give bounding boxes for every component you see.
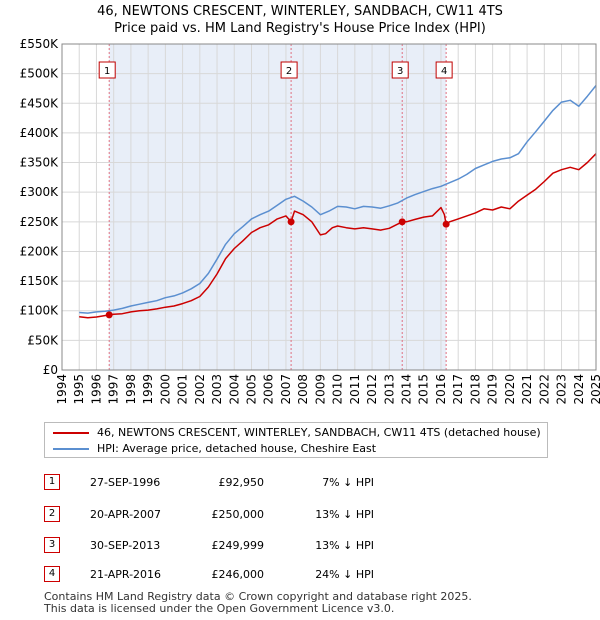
- footer-licence: This data is licensed under the Open Gov…: [44, 602, 395, 615]
- x-tick-label: 1997: [107, 374, 121, 405]
- transaction-price: £250,000: [211, 508, 265, 521]
- y-tick-label: £50K: [27, 333, 59, 347]
- y-tick-label: £0: [43, 363, 58, 377]
- x-tick-label: 2004: [227, 374, 241, 405]
- y-tick-label: £500K: [20, 67, 60, 81]
- transaction-hpi-diff: 24% ↓ HPI: [315, 568, 374, 581]
- x-tick-label: 2021: [520, 374, 534, 405]
- legend-hpi-label: HPI: Average price, detached house, Ches…: [97, 442, 377, 455]
- y-tick-label: £450K: [20, 96, 60, 110]
- sale-period-band: [109, 44, 447, 370]
- y-tick-label: £350K: [20, 156, 60, 170]
- transaction-number: 1: [44, 474, 60, 490]
- transaction-date: 21-APR-2016: [90, 568, 162, 581]
- x-tick-label: 2013: [382, 374, 396, 405]
- transaction-number: 2: [44, 506, 60, 522]
- transaction-hpi-diff: 7% ↓ HPI: [322, 476, 374, 489]
- legend-property-swatch: [53, 432, 89, 434]
- x-tick-label: 2007: [279, 374, 293, 405]
- legend-property-label: 46, NEWTONS CRESCENT, WINTERLEY, SANDBAC…: [97, 426, 541, 439]
- legend: 46, NEWTONS CRESCENT, WINTERLEY, SANDBAC…: [44, 422, 548, 458]
- transaction-date: 30-SEP-2013: [90, 539, 161, 552]
- sale-point: [442, 220, 450, 228]
- transaction-row: 4 21-APR-2016 £246,000 24% ↓ HPI: [44, 566, 384, 584]
- legend-property: 46, NEWTONS CRESCENT, WINTERLEY, SANDBAC…: [53, 425, 541, 441]
- y-tick-label: £400K: [20, 126, 60, 140]
- sale-marker-box: [280, 61, 298, 79]
- x-tick-label: 2023: [555, 374, 569, 405]
- legend-hpi-swatch: [53, 448, 89, 450]
- y-tick-label: £250K: [20, 215, 60, 229]
- x-tick-label: 2025: [589, 374, 600, 405]
- transaction-number: 3: [44, 537, 60, 553]
- x-tick-label: 2008: [296, 374, 310, 405]
- sale-marker-label: 2: [286, 66, 292, 77]
- x-tick-label: 2001: [176, 374, 190, 405]
- transaction-price: £249,999: [211, 539, 265, 552]
- sale-marker-label: 4: [441, 66, 447, 77]
- x-tick-label: 2022: [537, 374, 551, 405]
- x-tick-label: 2010: [331, 374, 345, 405]
- legend-hpi: HPI: Average price, detached house, Ches…: [53, 441, 376, 457]
- y-tick-label: £100K: [20, 304, 60, 318]
- x-tick-label: 2000: [158, 374, 172, 405]
- sale-point: [398, 218, 406, 226]
- x-tick-label: 2002: [193, 374, 207, 405]
- x-tick-label: 2016: [434, 374, 448, 405]
- sale-point: [287, 218, 295, 226]
- price-chart: £0 £50K £100K £150K £200K £250K £300K £350K £400…: [20, 37, 600, 405]
- x-tick-label: 2020: [503, 374, 517, 405]
- x-tick-label: 1999: [141, 374, 155, 405]
- hpi-line: [79, 85, 597, 314]
- property-price-line: [79, 153, 597, 319]
- x-tick-label: 1998: [124, 374, 138, 405]
- transaction-date: 20-APR-2007: [90, 508, 162, 521]
- x-tick-label: 2011: [348, 374, 362, 405]
- transaction-row: 2 20-APR-2007 £250,000 13% ↓ HPI: [44, 506, 384, 524]
- y-tick-label: £300K: [20, 185, 60, 199]
- sale-point: [105, 311, 113, 319]
- transaction-hpi-diff: 13% ↓ HPI: [315, 508, 374, 521]
- sale-marker-label: 3: [397, 66, 403, 77]
- plot-border: [61, 43, 597, 371]
- x-tick-label: 1996: [89, 374, 103, 405]
- x-tick-label: 2014: [400, 374, 414, 405]
- sale-marker-box: [435, 61, 453, 79]
- x-tick-label: 2012: [365, 374, 379, 405]
- transaction-date: 27-SEP-1996: [90, 476, 161, 489]
- transaction-row: 3 30-SEP-2013 £249,999 13% ↓ HPI: [44, 537, 384, 555]
- sale-marker-label: 1: [104, 66, 110, 77]
- transaction-price: £246,000: [211, 568, 265, 581]
- transaction-number: 4: [44, 566, 60, 582]
- sale-marker-box: [391, 61, 409, 79]
- x-tick-label: 2019: [486, 374, 500, 405]
- x-tick-label: 2003: [210, 374, 224, 405]
- y-tick-label: £550K: [20, 37, 60, 51]
- x-tick-label: 2005: [244, 374, 258, 405]
- chart-subtitle: Price paid vs. HM Land Registry's House …: [114, 21, 486, 36]
- transaction-row: 1 27-SEP-1996 £92,950 7% ↓ HPI: [44, 474, 384, 492]
- chart-title-address: 46, NEWTONS CRESCENT, WINTERLEY, SANDBAC…: [97, 4, 503, 19]
- x-tick-label: 2015: [417, 374, 431, 405]
- footer-copyright: Contains HM Land Registry data © Crown c…: [44, 590, 472, 603]
- y-tick-label: £150K: [20, 274, 60, 288]
- x-tick-label: 2017: [451, 374, 465, 405]
- transaction-price: £92,950: [218, 476, 265, 489]
- x-tick-label: 2024: [572, 374, 586, 405]
- x-tick-label: 1995: [72, 374, 86, 405]
- x-tick-label: 2006: [262, 374, 276, 405]
- x-tick-label: 2018: [468, 374, 482, 405]
- y-tick-label: £200K: [20, 244, 60, 258]
- x-tick-label: 2009: [313, 374, 327, 405]
- sale-marker-box: [98, 61, 116, 79]
- x-tick-label: 1994: [55, 374, 69, 405]
- transaction-hpi-diff: 13% ↓ HPI: [315, 539, 374, 552]
